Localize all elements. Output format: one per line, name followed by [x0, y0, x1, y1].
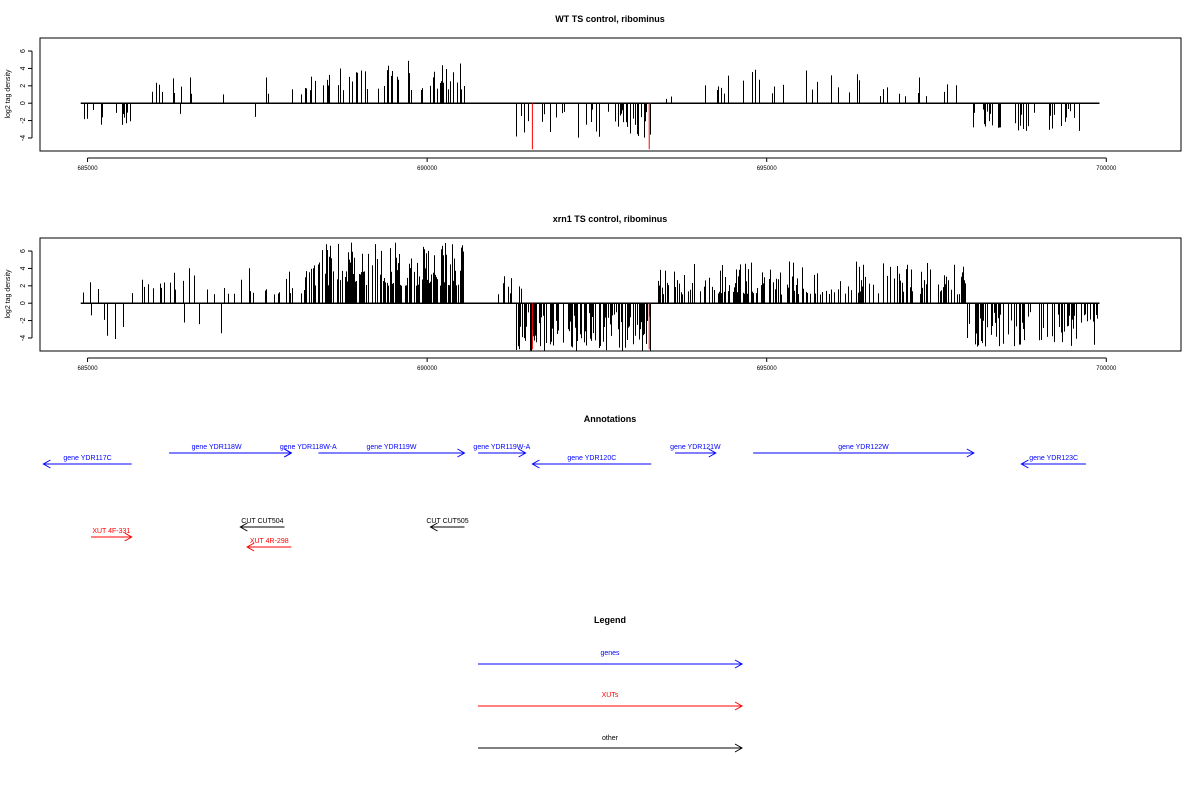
- panel-xrn1-ylabel: log2 tag density: [5, 269, 12, 319]
- legend-item-other: other: [478, 735, 744, 753]
- panel-xrn1-plot: [80, 242, 1100, 351]
- feature-arrowhead: [246, 542, 255, 552]
- feature-arrowhead: [124, 532, 133, 542]
- legend-arrowhead-genes: [734, 659, 744, 669]
- panel-xrn1-frame: [39, 237, 1182, 352]
- panel-wt-plot: [80, 60, 1100, 150]
- y-tick-label: 2: [20, 84, 27, 88]
- feature-label: CUT CUT505: [426, 518, 468, 525]
- feature-label: gene YDR117C: [63, 455, 111, 462]
- feature-arrowhead: [966, 448, 975, 458]
- annotations-title: Annotations: [584, 414, 637, 424]
- feature-label: gene YDR119W: [367, 444, 417, 451]
- legend-item-xuts: XUTs: [478, 692, 744, 711]
- feature-arrowhead: [284, 448, 293, 458]
- feature-label: XUT 4F-331: [92, 528, 130, 535]
- panel-wt-frame: [39, 37, 1182, 152]
- y-tick-label: 4: [20, 266, 27, 270]
- y-tick-label: -2: [20, 117, 27, 123]
- feature-label: gene YDR123C: [1029, 455, 1078, 462]
- panel-wt-ylabel: log2 tag density: [5, 69, 12, 119]
- feature-label: gene YDR120C: [567, 455, 616, 462]
- panel-wt-title: WT TS control, ribominus: [555, 14, 665, 24]
- y-tick-label: -2: [20, 317, 27, 323]
- feature-arrowhead: [531, 459, 540, 469]
- y-tick-label: 0: [20, 101, 27, 105]
- panel-xrn1: xrn1 TS control, ribominus log2 tag dens…: [5, 214, 1182, 372]
- panel-wt: WT TS control, ribominus log2 tag densit…: [5, 14, 1182, 172]
- y-tick-label: 6: [20, 249, 27, 253]
- x-tick-label: 690000: [417, 366, 438, 372]
- legend-label-xuts: XUTs: [602, 692, 619, 699]
- legend-arrowhead-xuts: [734, 701, 744, 711]
- legend-title: Legend: [594, 615, 626, 625]
- x-tick-label: 690000: [417, 166, 438, 172]
- feature-arrowhead: [708, 448, 717, 458]
- y-tick-label: -4: [20, 135, 27, 141]
- panel-wt-xaxis: 685000 690000 695000 700000: [78, 157, 1117, 172]
- x-tick-label: 700000: [1096, 166, 1117, 172]
- x-tick-label: 685000: [78, 366, 99, 372]
- y-tick-label: 4: [20, 66, 27, 70]
- legend-arrowhead-other: [734, 743, 744, 753]
- y-tick-label: -4: [20, 335, 27, 341]
- feature-arrowhead: [429, 522, 438, 532]
- y-tick-label: 0: [20, 301, 27, 305]
- feature-arrowhead: [457, 448, 466, 458]
- panel-xrn1-yaxis: -4 -2 0 2 4 6: [20, 249, 33, 341]
- feature-arrowhead: [239, 522, 248, 532]
- panel-xrn1-xaxis: 685000 690000 695000 700000: [78, 357, 1117, 372]
- y-tick-label: 6: [20, 49, 27, 53]
- feature-label: CUT CUT504: [241, 518, 283, 525]
- annotation-features: gene YDR117C gene YDR118W gene YDR118W-A ge…: [42, 444, 1086, 552]
- panel-xrn1-title: xrn1 TS control, ribominus: [553, 214, 668, 224]
- legend-item-genes: genes: [478, 650, 744, 669]
- x-tick-label: 700000: [1096, 366, 1117, 372]
- feature-label: gene YDR119W-A: [473, 444, 530, 451]
- legend-label-genes: genes: [600, 650, 620, 657]
- feature-label: gene YDR122W: [838, 444, 889, 451]
- feature-label: gene YDR118W: [192, 444, 242, 451]
- feature-label: gene YDR121W: [670, 444, 721, 451]
- feature-arrowhead: [518, 448, 527, 458]
- feature-arrowhead: [1020, 459, 1029, 469]
- feature-label: gene YDR118W-A: [280, 444, 337, 451]
- feature-label: XUT 4R-298: [250, 538, 289, 545]
- legend: Legend genes XUTs other: [478, 615, 744, 753]
- feature-arrowhead: [42, 459, 51, 469]
- x-tick-label: 685000: [78, 166, 99, 172]
- legend-label-other: other: [602, 735, 619, 742]
- x-tick-label: 695000: [757, 166, 778, 172]
- y-tick-label: 2: [20, 284, 27, 288]
- x-tick-label: 695000: [757, 366, 778, 372]
- panel-wt-yaxis: -4 -2 0 2 4 6: [20, 49, 33, 141]
